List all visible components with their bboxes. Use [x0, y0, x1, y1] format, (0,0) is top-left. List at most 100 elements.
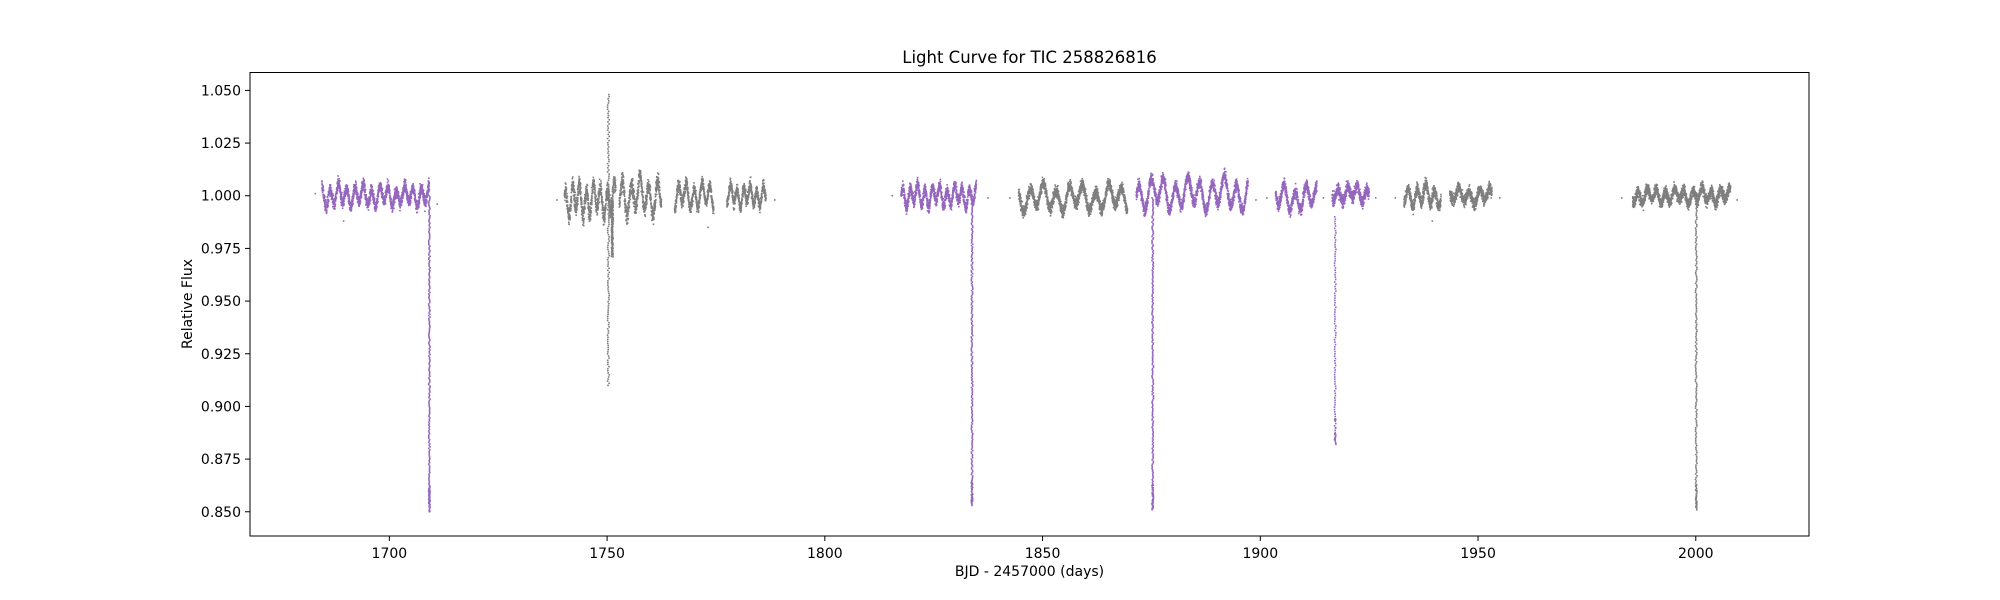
data-point [361, 191, 363, 193]
data-point [580, 198, 583, 200]
data-point [352, 203, 354, 206]
data-point [325, 209, 328, 211]
data-point [399, 198, 401, 201]
data-point [712, 212, 715, 215]
data-point [698, 193, 701, 196]
data-point [419, 193, 422, 196]
data-point [694, 187, 696, 190]
data-point [348, 197, 351, 200]
data-point [654, 193, 657, 196]
data-point [574, 200, 576, 202]
data-point [428, 188, 431, 191]
data-point [611, 194, 614, 196]
data-point [622, 185, 625, 188]
data-point [579, 188, 582, 191]
data-point [735, 191, 738, 193]
data-point [908, 200, 910, 203]
data-point [595, 204, 598, 206]
data-point [577, 203, 579, 205]
data-point [915, 191, 918, 194]
data-point [653, 216, 655, 219]
data-point [587, 203, 590, 206]
data-point [583, 217, 585, 220]
data-point [604, 212, 606, 214]
data-point [426, 195, 428, 197]
data-point [645, 204, 647, 207]
data-point [680, 206, 683, 209]
data-point [579, 178, 581, 180]
data-point [357, 202, 360, 205]
data-point [353, 190, 355, 193]
data-point [387, 180, 390, 182]
data-point [682, 201, 685, 204]
data-point [574, 201, 577, 204]
data-point [412, 184, 414, 186]
data-point [695, 202, 698, 205]
data-point [404, 182, 407, 184]
data-point [576, 188, 579, 191]
data-point [568, 223, 570, 226]
data-point [406, 192, 409, 195]
data-point [569, 218, 571, 221]
data-point [614, 183, 616, 185]
data-point [589, 215, 592, 217]
data-point [408, 198, 411, 201]
data-point [588, 216, 591, 219]
data-point [604, 209, 607, 211]
data-point [637, 189, 640, 191]
data-point [604, 204, 607, 206]
data-point [654, 209, 656, 212]
data-point [702, 179, 704, 182]
data-point [654, 201, 657, 204]
data-point [734, 200, 736, 202]
data-point [584, 200, 587, 203]
data-point [584, 199, 587, 202]
data-point [622, 182, 625, 185]
data-point [607, 195, 610, 198]
data-point [916, 176, 919, 179]
data-point [746, 201, 748, 203]
data-point [363, 182, 366, 185]
data-point [686, 188, 689, 190]
data-point [614, 184, 617, 187]
data-point [703, 187, 705, 189]
data-point [679, 190, 682, 193]
data-point [353, 193, 355, 196]
data-point [684, 186, 687, 189]
data-point [391, 209, 394, 212]
data-point [606, 196, 608, 198]
data-point [747, 202, 749, 204]
data-point [422, 192, 424, 194]
data-point [707, 192, 709, 194]
data-point [390, 201, 392, 204]
data-point [676, 190, 679, 192]
data-point [600, 189, 603, 191]
data-point [343, 197, 346, 200]
data-point [660, 200, 663, 203]
data-point [597, 202, 600, 204]
data-point [397, 191, 400, 193]
data-point [389, 192, 391, 195]
data-point [699, 196, 701, 198]
data-point [689, 209, 692, 212]
data-point [928, 210, 931, 213]
data-point [756, 187, 759, 189]
data-point [660, 206, 663, 208]
data-point [656, 188, 658, 191]
data-point [587, 213, 590, 215]
data-point [594, 189, 596, 192]
data-point [612, 186, 614, 189]
data-point [641, 187, 643, 190]
data-point [618, 199, 621, 202]
data-point [590, 196, 593, 199]
data-point [423, 195, 426, 197]
data-point [726, 202, 729, 204]
data-point [606, 182, 609, 185]
data-point [589, 209, 592, 211]
data-point [741, 202, 743, 204]
data-point [364, 191, 366, 194]
data-point [588, 215, 590, 218]
data-point [922, 199, 925, 202]
data-point [706, 202, 708, 204]
